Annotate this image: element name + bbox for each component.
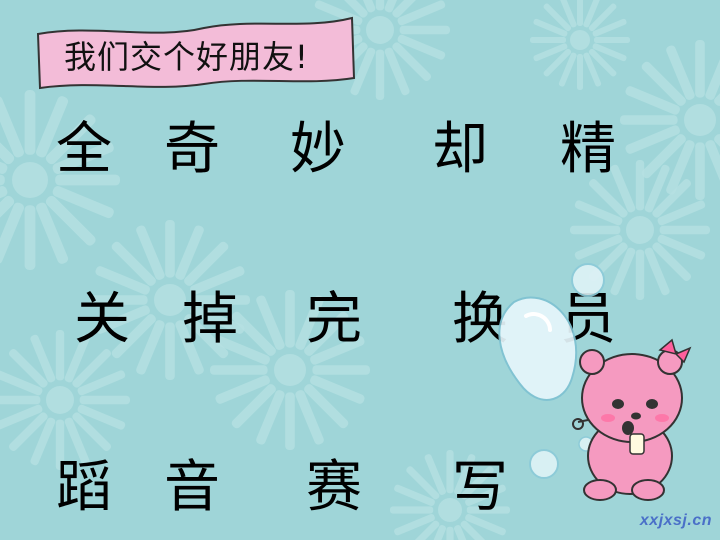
site-watermark: xxjxsj.cn (639, 512, 712, 529)
character-diao: 掉 (182, 287, 238, 352)
character-sai: 赛 (306, 455, 362, 520)
bear-bubble-illustration (498, 263, 692, 501)
bear-icon (572, 338, 692, 501)
character-miao: 妙 (290, 117, 346, 182)
character-qi: 奇 (164, 117, 220, 182)
title-banner: 我们交个好朋友! (34, 14, 358, 92)
character-que: 却 (432, 117, 488, 182)
character-jing: 精 (560, 117, 616, 182)
character-quan: 全 (56, 117, 112, 182)
bubble-icon (498, 263, 605, 479)
banner-shape (36, 16, 356, 90)
character-dao: 蹈 (56, 455, 112, 520)
character-wan: 完 (306, 287, 362, 352)
character-yin: 音 (164, 455, 220, 520)
page-title: 我们交个好朋友! (64, 38, 309, 76)
character-xie: 写 (452, 455, 508, 520)
character-guan: 关 (74, 287, 130, 352)
